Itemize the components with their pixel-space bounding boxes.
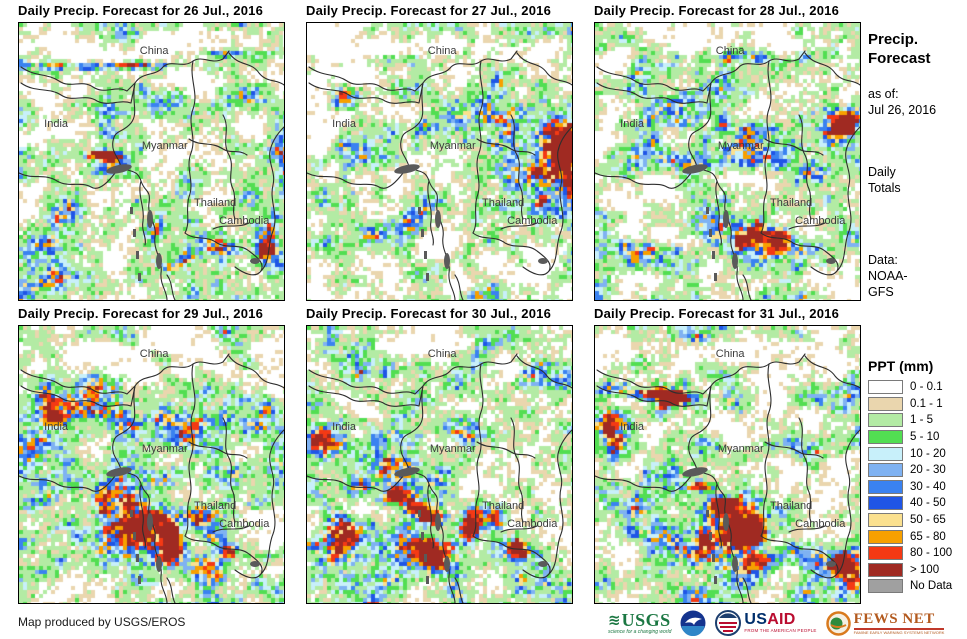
legend-item-40-50: 40 - 50 — [868, 495, 952, 512]
usaid-wordmark-aid: AID — [767, 611, 796, 629]
as-of-date: Jul 26, 2016 — [868, 103, 937, 117]
legend-label: 0 - 0.1 — [910, 381, 943, 394]
footer: Map produced by USGS/EROS ≋ USGS science… — [0, 606, 967, 639]
legend-swatch — [868, 546, 903, 561]
legend-label: 10 - 20 — [910, 447, 946, 460]
logo-strip: ≋ USGS science for a changing world — [608, 609, 945, 637]
panel-title: Daily Precip. Forecast for 31 Jul., 2016 — [594, 306, 840, 321]
legend-item-10-20: 10 - 20 — [868, 445, 952, 462]
legend-label: 5 - 10 — [910, 431, 940, 444]
legend-swatch — [868, 579, 903, 594]
panel-title: Daily Precip. Forecast for 29 Jul., 2016 — [18, 306, 264, 321]
legend-swatch — [868, 496, 903, 511]
legend-swatch — [868, 446, 903, 461]
legend-label: 65 - 80 — [910, 530, 946, 543]
precip-map: China India Myanmar Thailand Cambodia — [18, 325, 285, 604]
panel-26-jul: Daily Precip. Forecast for 26 Jul., 2016… — [18, 3, 285, 301]
legend-label: 1 - 5 — [910, 414, 934, 427]
legend-title: PPT (mm) — [868, 358, 934, 374]
legend-label: 20 - 30 — [910, 464, 946, 477]
legend-label: 80 - 100 — [910, 547, 953, 560]
legend-item-100: > 100 — [868, 562, 952, 579]
legend-item-20-30: 20 - 30 — [868, 462, 952, 479]
legend-item-30-40: 30 - 40 — [868, 479, 952, 496]
precip-raster — [595, 23, 860, 300]
legend-item-0-1-1: 0.1 - 1 — [868, 396, 952, 413]
credit-text: Map produced by USGS/EROS — [18, 615, 186, 629]
legend-label: 0.1 - 1 — [910, 397, 943, 410]
fewsnet-wordmark: FEWS NET — [853, 611, 945, 630]
legend-swatch — [868, 513, 903, 528]
legend-swatch — [868, 430, 903, 445]
usaid-wordmark-us: US — [744, 611, 768, 629]
legend-swatch — [868, 396, 903, 411]
legend-item-1-5: 1 - 5 — [868, 412, 952, 429]
legend-rows: 0 - 0.1 0.1 - 1 1 - 5 5 - 10 10 - 20 20 - 30 3… — [868, 379, 952, 595]
legend-item-no-data: No Data — [868, 578, 952, 595]
fewsnet-logo: FEWS NET FAMINE EARLY WARNING SYSTEMS NE… — [825, 610, 945, 636]
legend-item-5-10: 5 - 10 — [868, 429, 952, 446]
usgs-wave-icon: ≋ — [608, 611, 621, 629]
usgs-logo: ≋ USGS science for a changing world — [608, 611, 671, 635]
sidebar-title: Precip. Forecast — [868, 31, 931, 68]
legend-item-50-65: 50 - 65 — [868, 512, 952, 529]
data-source-label: Data: NOAA- GFS — [868, 253, 908, 299]
precip-raster — [307, 326, 572, 603]
legend-swatch — [868, 413, 903, 428]
panel-title: Daily Precip. Forecast for 30 Jul., 2016 — [306, 306, 552, 321]
panel-28-jul: Daily Precip. Forecast for 28 Jul., 2016… — [594, 3, 861, 301]
precip-map: China India Myanmar Thailand Cambodia — [18, 22, 285, 301]
usaid-logo: USAID FROM THE AMERICAN PEOPLE — [715, 610, 816, 636]
legend-swatch — [868, 529, 903, 544]
as-of-label: as of: — [868, 87, 899, 101]
legend-swatch — [868, 562, 903, 577]
panel-27-jul: Daily Precip. Forecast for 27 Jul., 2016… — [306, 3, 573, 301]
legend-item-80-100: 80 - 100 — [868, 545, 952, 562]
legend: PPT (mm) 0 - 0.1 0.1 - 1 1 - 5 5 - 10 10 - 2… — [868, 358, 952, 595]
legend-swatch — [868, 463, 903, 478]
precip-map: China India Myanmar Thailand Cambodia — [306, 22, 573, 301]
usaid-tagline: FROM THE AMERICAN PEOPLE — [744, 628, 817, 634]
usgs-tagline: science for a changing world — [608, 629, 672, 635]
totals-label: Daily Totals — [868, 165, 901, 195]
panel-29-jul: Daily Precip. Forecast for 29 Jul., 2016… — [18, 306, 285, 604]
legend-label: No Data — [910, 580, 953, 593]
precip-map: China India Myanmar Thailand Cambodia — [594, 325, 861, 604]
precip-raster — [595, 326, 860, 603]
fewsnet-tagline: FAMINE EARLY WARNING SYSTEMS NETWORK — [853, 629, 945, 635]
legend-item-65-80: 65 - 80 — [868, 528, 952, 545]
noaa-seal-icon — [680, 610, 706, 636]
fewsnet-globe-icon — [825, 610, 851, 636]
precip-raster — [307, 23, 572, 300]
precip-map: China India Myanmar Thailand Cambodia — [594, 22, 861, 301]
precip-raster — [19, 326, 284, 603]
panel-30-jul: Daily Precip. Forecast for 30 Jul., 2016… — [306, 306, 573, 604]
panel-title: Daily Precip. Forecast for 26 Jul., 2016 — [18, 3, 264, 18]
panel-31-jul: Daily Precip. Forecast for 31 Jul., 2016… — [594, 306, 861, 604]
info-sidebar: Precip. Forecast as of: Jul 26, 2016 Dai… — [866, 0, 966, 606]
legend-label: 30 - 40 — [910, 480, 946, 493]
legend-label: 50 - 65 — [910, 514, 946, 527]
as-of-block: as of: Jul 26, 2016 — [868, 86, 936, 118]
legend-label: 40 - 50 — [910, 497, 946, 510]
precip-map: China India Myanmar Thailand Cambodia — [306, 325, 573, 604]
legend-item-0-0-1: 0 - 0.1 — [868, 379, 952, 396]
panel-title: Daily Precip. Forecast for 28 Jul., 2016 — [594, 3, 840, 18]
legend-swatch — [868, 380, 903, 395]
precip-raster — [19, 23, 284, 300]
panel-title: Daily Precip. Forecast for 27 Jul., 2016 — [306, 3, 552, 18]
legend-swatch — [868, 479, 903, 494]
legend-label: > 100 — [910, 563, 940, 576]
usaid-seal-icon — [715, 610, 742, 636]
usgs-wordmark: USGS — [621, 610, 671, 630]
noaa-logo — [680, 610, 706, 636]
